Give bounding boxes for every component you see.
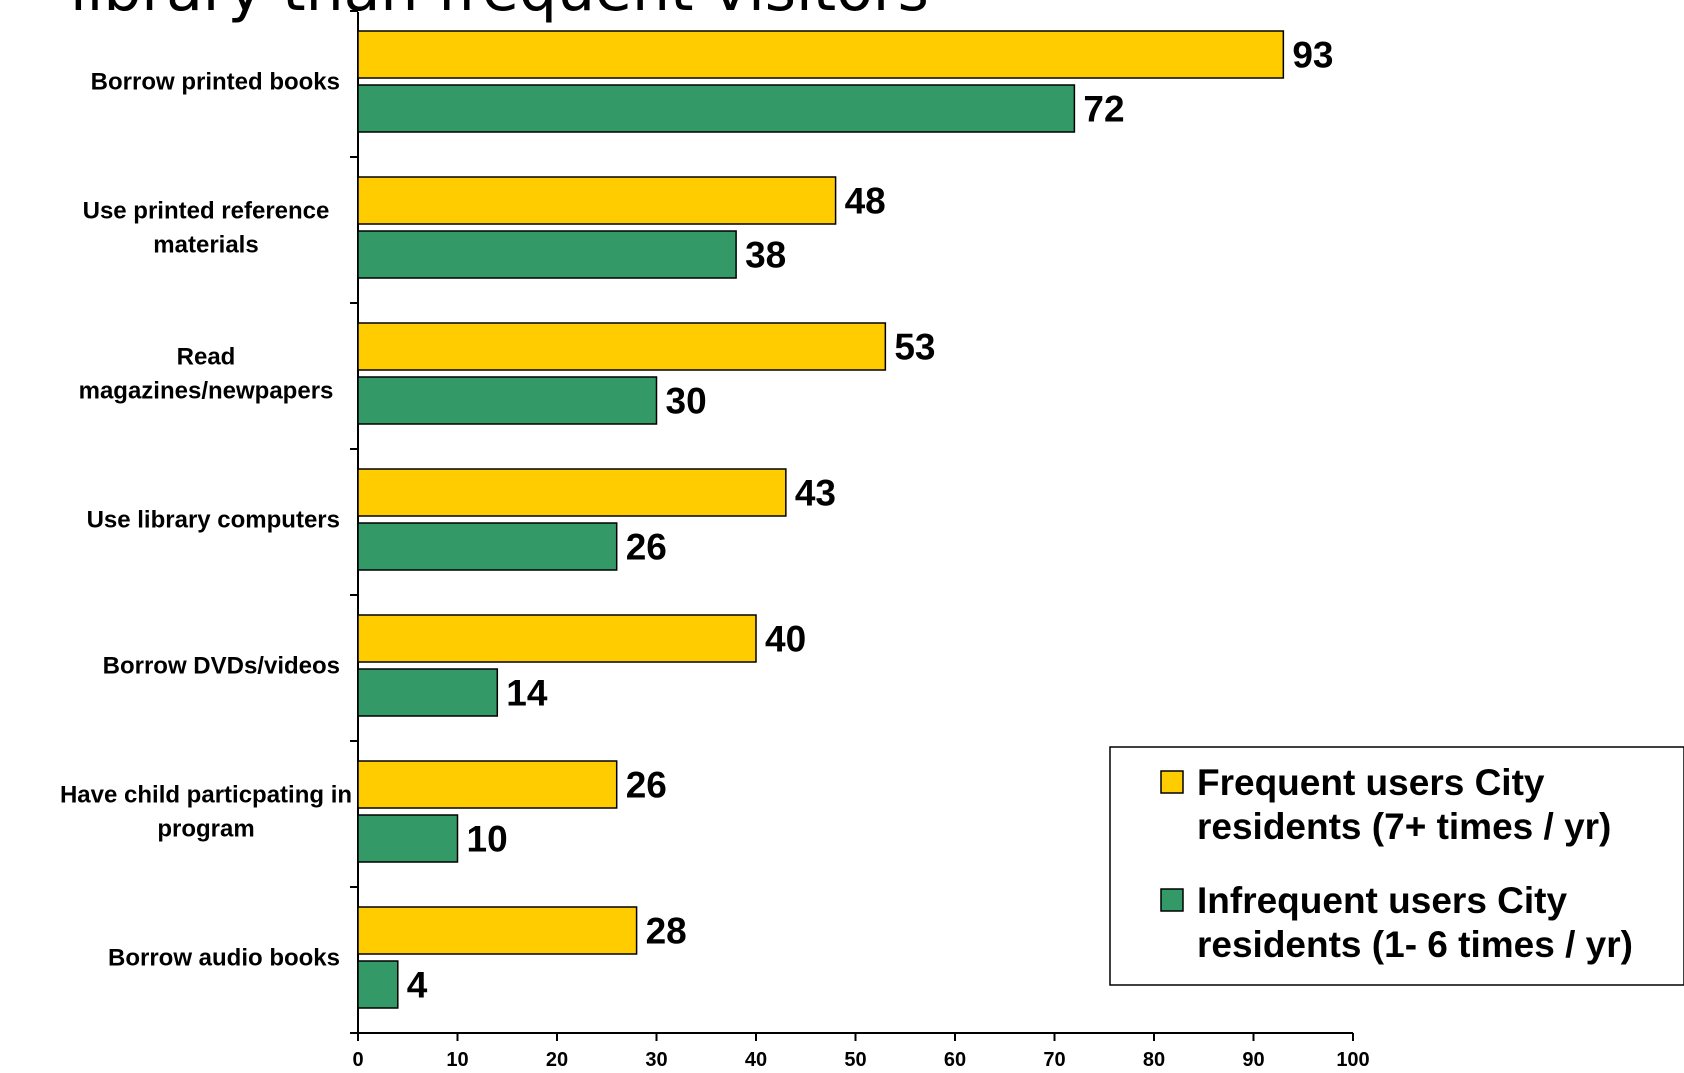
category-label: Have child particpating in (60, 782, 352, 809)
bar (357, 960, 399, 1009)
legend-swatch (1160, 888, 1184, 912)
bar-value-label: 26 (626, 765, 667, 806)
bar-value-label: 43 (795, 473, 836, 514)
bar (357, 30, 1285, 79)
bar (357, 522, 618, 571)
x-tick-label: 40 (745, 1049, 767, 1071)
bar-value-label: 28 (646, 911, 687, 952)
x-tick-label: 100 (1336, 1049, 1369, 1071)
category-label: Borrow DVDs/videos (103, 653, 340, 680)
bar (357, 906, 638, 955)
bar (357, 468, 787, 517)
bar (357, 176, 837, 225)
category-label: Borrow printed books (91, 69, 340, 96)
bar-value-label: 4 (407, 965, 428, 1006)
x-tick-label: 50 (844, 1049, 866, 1071)
bar-value-label: 10 (467, 819, 508, 860)
legend-box (1109, 746, 1684, 986)
x-tick-label: 90 (1242, 1049, 1264, 1071)
bar-value-label: 93 (1292, 35, 1333, 76)
x-tick-label: 30 (645, 1049, 667, 1071)
bar-value-label: 40 (765, 619, 806, 660)
x-tick-label: 70 (1043, 1049, 1065, 1071)
x-tick-label: 0 (352, 1049, 363, 1071)
bar (357, 760, 618, 809)
category-label: Use library computers (87, 507, 340, 534)
bar (357, 614, 757, 663)
chart-title: library than frequent visitors (70, 0, 929, 25)
category-label: materials (153, 232, 258, 259)
category-label: Borrow audio books (108, 945, 340, 972)
bar-value-label: 38 (745, 235, 786, 276)
bar (357, 230, 737, 279)
bar (357, 668, 499, 717)
category-label: magazines/newpapers (79, 378, 334, 405)
legend-label: Infrequent users City (1197, 880, 1567, 921)
category-label: Read (177, 344, 236, 371)
legend-swatch (1160, 770, 1184, 794)
bar (357, 376, 658, 425)
bar-value-label: 53 (894, 327, 935, 368)
x-tick-label: 10 (446, 1049, 468, 1071)
x-tick-label: 20 (546, 1049, 568, 1071)
x-tick-label: 60 (944, 1049, 966, 1071)
category-label: program (157, 816, 254, 843)
legend-label: residents (1- 6 times / yr) (1197, 924, 1633, 965)
category-label: Use printed reference (83, 198, 330, 225)
legend-label: residents (7+ times / yr) (1197, 806, 1611, 847)
plot-area: 0 10 20 30 40 50 60 70 80 90 100 93 72 Borrow printed… (60, 10, 1370, 1071)
bar (357, 814, 459, 863)
bar (357, 84, 1076, 133)
bar-value-label: 14 (506, 673, 548, 714)
bar-value-label: 30 (666, 381, 707, 422)
bar (357, 322, 887, 371)
bar-value-label: 48 (845, 181, 886, 222)
bar-value-label: 72 (1083, 89, 1124, 130)
legend-label: Frequent users City (1197, 762, 1545, 803)
x-tick-label: 80 (1143, 1049, 1165, 1071)
bar-value-label: 26 (626, 527, 667, 568)
